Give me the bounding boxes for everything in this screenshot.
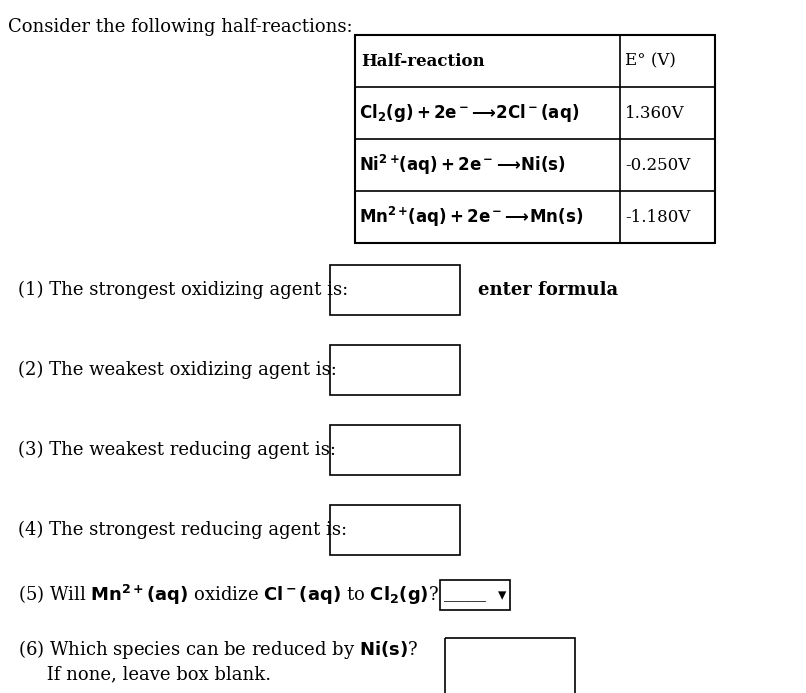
Text: (4) The strongest reducing agent is:: (4) The strongest reducing agent is: (18, 521, 347, 539)
Text: enter formula: enter formula (478, 281, 618, 299)
Bar (330, 345, 460, 395)
Bar (330, 265, 460, 315)
Text: (2) The weakest oxidizing agent is:: (2) The weakest oxidizing agent is: (18, 361, 337, 379)
Text: (6) Which species can be reduced by $\mathbf{Ni(s)}$?: (6) Which species can be reduced by $\ma… (18, 638, 418, 661)
Bar (330, 505, 460, 555)
Bar (355, 35, 715, 243)
Text: E° (V): E° (V) (625, 53, 676, 69)
Text: $\bf{Cl_2(g) + 2e^- \!\longrightarrow\! 2Cl^-(aq)}$: $\bf{Cl_2(g) + 2e^- \!\longrightarrow\! … (359, 102, 580, 124)
Text: 1.360V: 1.360V (625, 105, 684, 121)
Text: (3) The weakest reducing agent is:: (3) The weakest reducing agent is: (18, 441, 336, 459)
Text: -1.180V: -1.180V (625, 209, 691, 225)
Text: (1) The strongest oxidizing agent is:: (1) The strongest oxidizing agent is: (18, 281, 348, 299)
Text: $\bf{Mn^{2+}\!(aq) + 2e^- \!\longrightarrow\! Mn(s)}$: $\bf{Mn^{2+}\!(aq) + 2e^- \!\longrightar… (359, 205, 584, 229)
Bar (445, 638, 575, 693)
Text: Half-reaction: Half-reaction (361, 53, 484, 69)
Text: If none, leave box blank.: If none, leave box blank. (18, 665, 271, 683)
Text: ▾: ▾ (498, 586, 506, 604)
Text: (5) Will $\mathbf{Mn^{2+}(aq)}$ oxidize $\mathbf{Cl^-(aq)}$ to $\mathbf{Cl_2(g)}: (5) Will $\mathbf{Mn^{2+}(aq)}$ oxidize … (18, 583, 439, 607)
Bar (440, 580, 510, 610)
Text: $\bf{Ni^{2+}\!(aq) + 2e^- \!\longrightarrow\! Ni(s)}$: $\bf{Ni^{2+}\!(aq) + 2e^- \!\longrightar… (359, 153, 566, 177)
Bar (330, 425, 460, 475)
Text: Consider the following half-reactions:: Consider the following half-reactions: (8, 18, 353, 36)
Text: -0.250V: -0.250V (625, 157, 690, 173)
Text: ______: ______ (444, 588, 486, 602)
